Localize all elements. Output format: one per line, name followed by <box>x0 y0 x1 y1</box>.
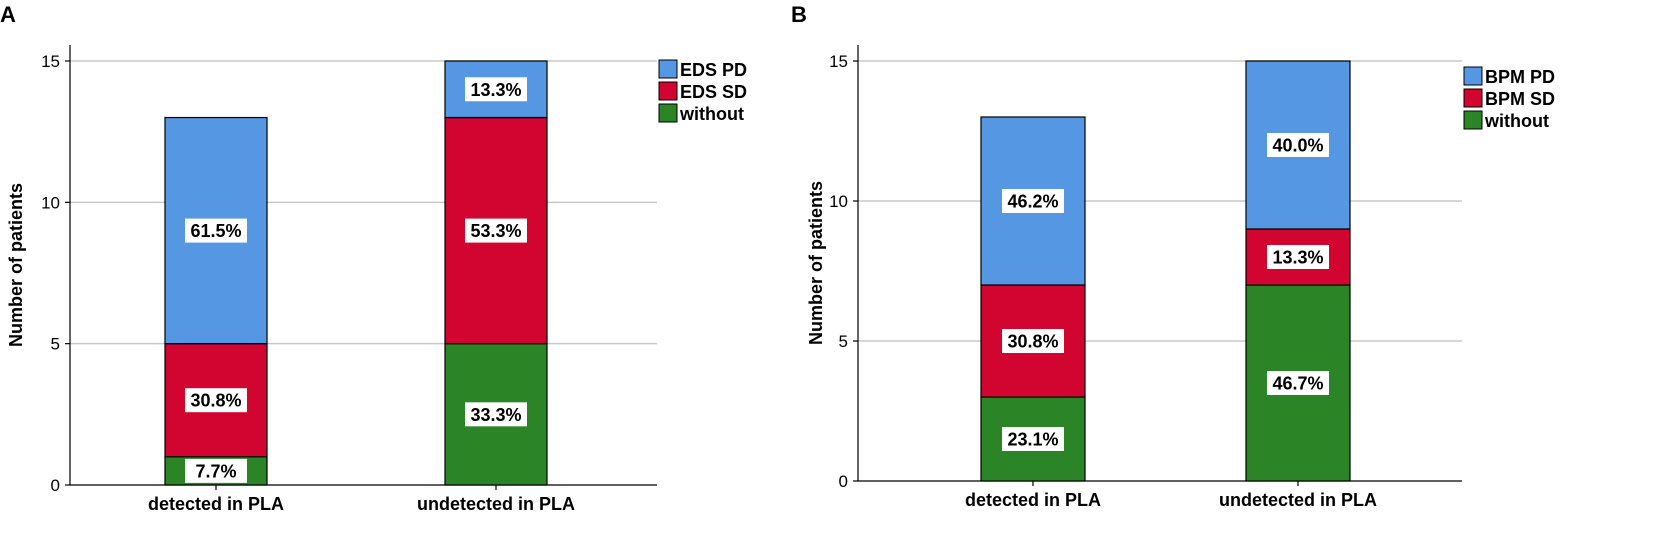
y-tick-label: 5 <box>839 332 848 351</box>
y-tick-label: 15 <box>829 52 848 71</box>
legend-swatch <box>658 59 678 79</box>
y-tick-label: 5 <box>51 335 60 354</box>
legend-label: BPM SD <box>1485 89 1555 109</box>
data-label-background <box>1002 329 1064 353</box>
data-label-background <box>185 458 247 483</box>
legend-label: BPM PD <box>1485 67 1555 87</box>
data-label: 30.8% <box>190 391 241 411</box>
legend-swatch <box>658 103 678 123</box>
data-label-background <box>185 218 247 243</box>
chart-panel-a: 0 5 10 15 Number of patients detected in PLA u… <box>6 45 747 514</box>
data-label: 46.2% <box>1007 192 1058 212</box>
data-label-background <box>1267 245 1329 269</box>
data-label-background <box>465 218 527 243</box>
legend-swatch <box>1463 88 1483 108</box>
data-label: 53.3% <box>470 221 521 241</box>
legend-label: EDS PD <box>680 60 747 80</box>
data-label: 7.7% <box>195 461 236 481</box>
chart-panel-b: 0 5 10 15 Number of patients detected in PLA u… <box>806 45 1555 510</box>
panel-letter-a: A <box>0 2 16 27</box>
x-category-label: undetected in PLA <box>417 494 575 514</box>
panel-letter-b: B <box>791 2 807 27</box>
legend-swatch <box>1463 66 1483 86</box>
legend-label: without <box>679 104 744 124</box>
data-label-background <box>465 77 527 102</box>
bar-segment <box>980 396 1086 482</box>
data-label: 30.8% <box>1007 332 1058 352</box>
data-label-background <box>1002 189 1064 213</box>
y-tick-label: 10 <box>829 192 848 211</box>
data-label-background <box>185 388 247 413</box>
y-axis-title: Number of patients <box>806 181 826 345</box>
data-label: 23.1% <box>1007 430 1058 450</box>
data-label-background <box>1267 371 1329 395</box>
y-tick-label: 0 <box>839 472 848 491</box>
x-category-label: undetected in PLA <box>1219 490 1377 510</box>
data-label: 33.3% <box>470 405 521 425</box>
legend-label: EDS SD <box>680 82 747 102</box>
data-label-background <box>1267 133 1329 157</box>
data-label: 61.5% <box>190 221 241 241</box>
x-category-label: detected in PLA <box>148 494 284 514</box>
legend-swatch <box>658 81 678 101</box>
data-label-background <box>465 402 527 427</box>
legend-label: without <box>1484 111 1549 131</box>
y-axis-title: Number of patients <box>6 183 26 347</box>
data-label-background <box>1002 427 1064 451</box>
data-label: 40.0% <box>1272 136 1323 156</box>
y-tick-label: 15 <box>41 52 60 71</box>
x-category-label: detected in PLA <box>965 490 1101 510</box>
y-tick-label: 10 <box>41 193 60 212</box>
data-label: 46.7% <box>1272 374 1323 394</box>
data-label: 13.3% <box>470 80 521 100</box>
legend-swatch <box>1463 110 1483 130</box>
data-label: 13.3% <box>1272 248 1323 268</box>
y-tick-label: 0 <box>51 476 60 495</box>
